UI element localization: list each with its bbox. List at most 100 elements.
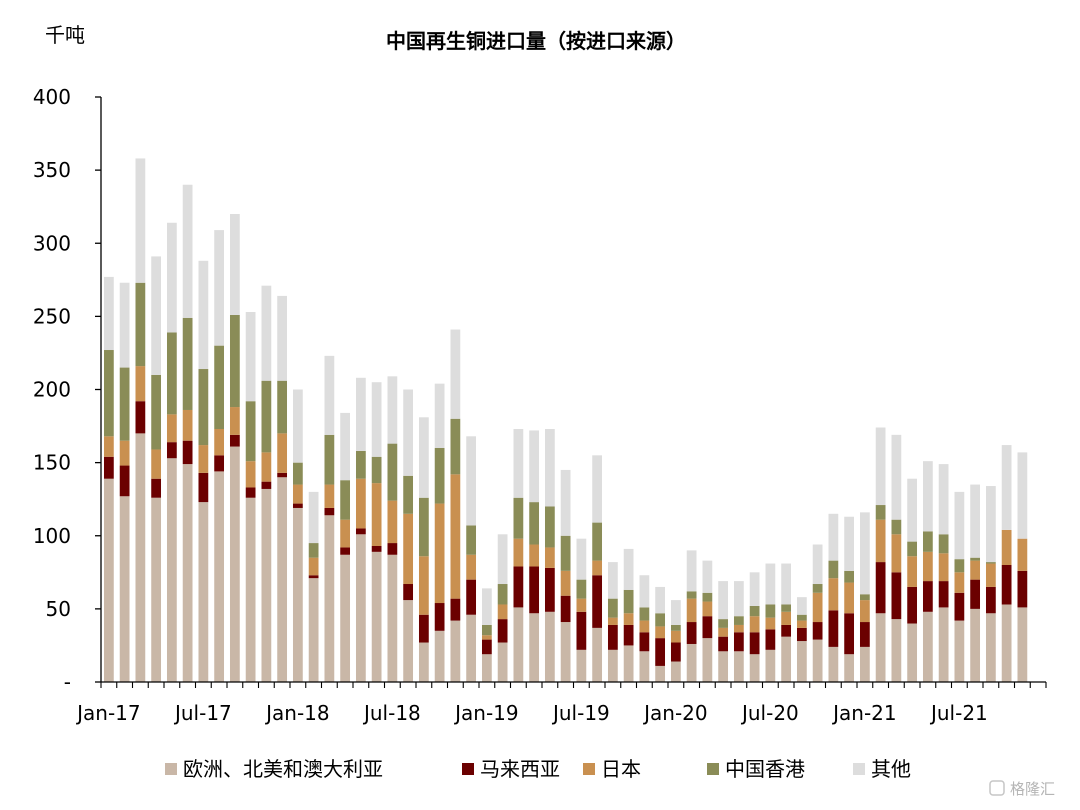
- bar-segment-series-4-2020-08: [781, 563, 792, 605]
- bar-segment-series-4-2017-04: [151, 256, 162, 375]
- bar-segment-series-2-2018-03: [324, 484, 335, 508]
- bar-segment-series-2-2017-06: [182, 409, 193, 441]
- bar-segment-series-0-2021-09: [985, 613, 996, 682]
- bar-segment-series-3-2018-03: [324, 434, 335, 485]
- bar-segment-series-0-2020-07: [765, 649, 776, 682]
- bar-segment-series-4-2018-12: [466, 436, 477, 526]
- bar-segment-series-0-2019-08: [592, 627, 603, 682]
- bar-segment-series-4-2021-05: [922, 461, 933, 532]
- bar-segment-series-4-2019-05: [544, 428, 555, 507]
- bar-segment-series-1-2017-05: [166, 442, 177, 459]
- bar-segment-series-1-2018-02: [308, 575, 319, 579]
- bar-segment-series-3-2019-06: [560, 535, 571, 571]
- bar-segment-series-2-2018-06: [371, 483, 382, 546]
- bar-segment-series-4-2017-11: [261, 285, 272, 381]
- bar-segment-series-0-2021-10: [1001, 604, 1012, 682]
- bar-segment-series-4-2021-10: [1001, 445, 1012, 530]
- bar-segment-series-2-2020-11: [828, 578, 839, 611]
- legend-swatch-0: [165, 763, 177, 775]
- bar-segment-series-4-2018-08: [403, 389, 414, 476]
- bar-segment-series-1-2017-08: [214, 455, 225, 472]
- bar-segment-series-4-2021-09: [985, 486, 996, 563]
- bar-segment-series-3-2018-09: [418, 497, 429, 557]
- bar-segment-series-1-2018-08: [403, 584, 414, 601]
- bar-segment-series-1-2020-02: [686, 622, 697, 644]
- bar-segment-series-3-2020-03: [702, 592, 713, 602]
- bar-segment-series-2-2019-09: [607, 617, 618, 625]
- bar-segment-series-0-2019-01: [481, 654, 492, 682]
- bar-segment-series-0-2019-04: [529, 613, 540, 682]
- bar-segment-series-0-2020-09: [796, 641, 807, 682]
- bar-segment-series-4-2020-10: [812, 544, 823, 585]
- chart-title: 中国再生铜进口量（按进口来源）: [386, 29, 686, 53]
- bar-segment-series-0-2018-04: [340, 554, 351, 682]
- bar-segment-series-3-2017-12: [277, 380, 288, 434]
- y-tick-label: -: [64, 670, 71, 694]
- bar-segment-series-2-2020-10: [812, 592, 823, 623]
- x-tick-label: Jan-21: [831, 701, 897, 725]
- bar-segment-series-3-2020-07: [765, 604, 776, 618]
- bar-segment-series-0-2021-04: [907, 623, 918, 682]
- bar-segment-series-0-2017-08: [214, 471, 225, 682]
- bar-segment-series-0-2017-09: [229, 446, 240, 682]
- bar-segment-series-4-2017-08: [214, 230, 225, 346]
- bar-segment-series-4-2020-01: [670, 600, 681, 625]
- legend-swatch-4: [853, 763, 865, 775]
- bar-segment-series-2-2018-11: [450, 474, 461, 599]
- bar-segment-series-3-2017-02: [119, 367, 130, 441]
- bar-segment-series-2-2018-02: [308, 557, 319, 576]
- bar-segment-series-1-2017-11: [261, 481, 272, 489]
- bar-segment-series-2-2020-12: [844, 582, 855, 614]
- bar-segment-series-0-2020-01: [670, 661, 681, 682]
- bar-segment-series-4-2019-09: [607, 562, 618, 599]
- bar-segment-series-4-2021-01: [859, 512, 870, 595]
- bar-segment-series-1-2020-09: [796, 627, 807, 642]
- bar-segment-series-1-2021-08: [970, 579, 981, 609]
- bar-segment-series-4-2018-05: [355, 377, 366, 451]
- bar-segment-series-3-2021-08: [970, 557, 981, 561]
- legend-label-0: 欧洲、北美和澳大利亚: [183, 757, 383, 781]
- bar-segment-series-1-2017-06: [182, 440, 193, 465]
- bar-segment-series-3-2020-08: [781, 604, 792, 612]
- axes-layer: - 50 100 150 200 250 300 350 400 Jan-17 Jul-17 Jan-…: [33, 85, 1047, 725]
- bar-segment-series-4-2020-09: [796, 597, 807, 615]
- bar-segment-series-0-2018-05: [355, 534, 366, 682]
- bar-segment-series-1-2017-10: [245, 487, 256, 498]
- bar-segment-series-0-2019-03: [513, 607, 524, 682]
- bar-segment-series-0-2017-10: [245, 497, 256, 682]
- bar-segment-series-4-2017-01: [103, 276, 114, 351]
- bar-segment-series-1-2018-05: [355, 528, 366, 535]
- bar-segment-series-2-2020-06: [749, 616, 760, 633]
- bar-segment-series-1-2019-12: [655, 638, 666, 666]
- bar-segment-series-2-2017-11: [261, 452, 272, 482]
- bar-segment-series-2-2018-05: [355, 478, 366, 529]
- bar-segment-series-4-2021-03: [891, 434, 902, 520]
- bar-segment-series-4-2017-07: [198, 260, 209, 370]
- bar-segment-series-1-2020-07: [765, 629, 776, 650]
- bar-segment-series-3-2020-10: [812, 584, 823, 593]
- bar-segment-series-2-2019-01: [481, 635, 492, 640]
- bar-segment-series-4-2017-12: [277, 295, 288, 381]
- bar-segment-series-3-2017-11: [261, 380, 272, 453]
- bar-segment-series-3-2017-09: [229, 314, 240, 408]
- bar-segment-series-1-2017-01: [103, 456, 114, 479]
- bar-segment-series-0-2020-03: [702, 638, 713, 683]
- bars-layer: [103, 158, 1028, 683]
- bar-segment-series-0-2020-02: [686, 643, 697, 682]
- watermark: 格隆汇: [989, 780, 1055, 798]
- bar-segment-series-0-2019-10: [623, 645, 634, 682]
- x-tick-label: Jul-18: [362, 701, 421, 725]
- y-tick-label: 150: [33, 451, 71, 475]
- bar-segment-series-2-2019-05: [544, 547, 555, 568]
- bar-segment-series-1-2018-03: [324, 507, 335, 516]
- bar-segment-series-1-2021-02: [875, 562, 886, 614]
- bar-segment-series-1-2020-08: [781, 624, 792, 637]
- legend-swatch-1: [462, 763, 474, 775]
- bar-segment-series-2-2017-02: [119, 440, 130, 466]
- bar-segment-series-3-2021-09: [985, 562, 996, 564]
- y-tick-label: 400: [33, 85, 71, 109]
- bar-segment-series-0-2020-08: [781, 636, 792, 682]
- bar-segment-series-4-2021-07: [954, 491, 965, 560]
- bar-segment-series-1-2021-01: [859, 622, 870, 647]
- bar-segment-series-0-2017-03: [135, 433, 146, 683]
